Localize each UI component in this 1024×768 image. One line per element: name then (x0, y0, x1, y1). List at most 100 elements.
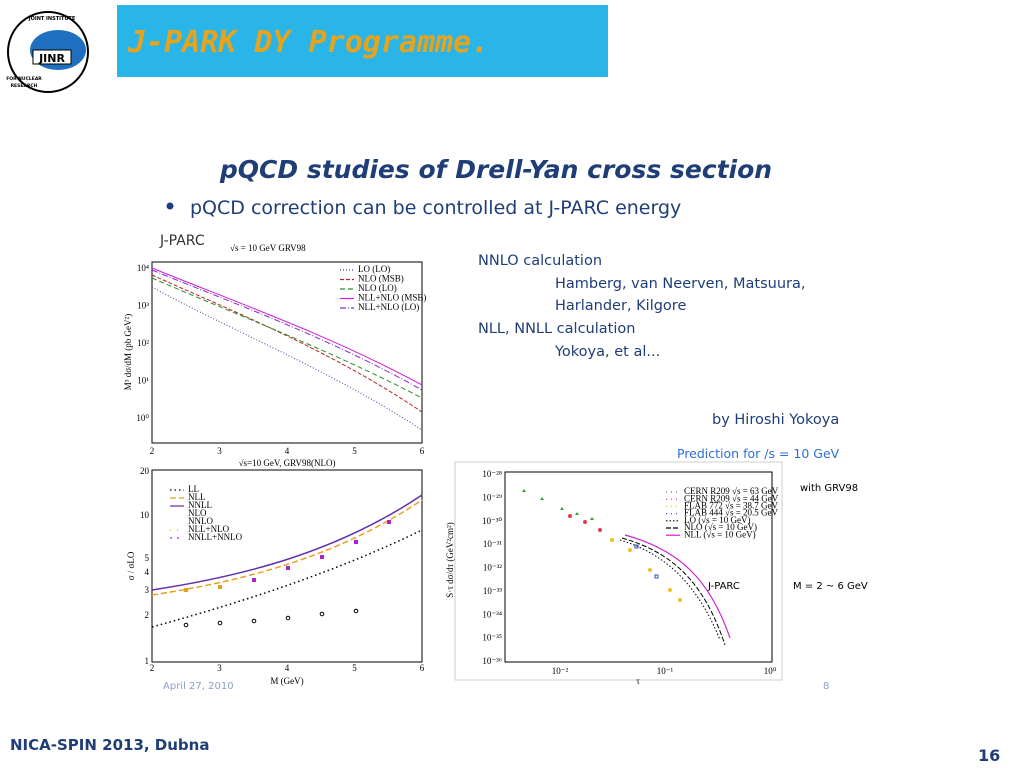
logo-text: FOR NUCLEAR (6, 76, 42, 82)
curve (151, 274, 423, 413)
legend-label: NNLL+NNLO (188, 532, 243, 542)
point (648, 568, 652, 572)
legend-label: NLL+NLO (LO) (358, 302, 419, 312)
note: Harlander, Kilgore (555, 298, 686, 314)
curve (151, 267, 423, 386)
x-tick-label: 10⁰ (764, 666, 777, 676)
point (251, 618, 257, 624)
conference: NICA-SPIN 2013, Dubna (10, 736, 209, 754)
y-tick-label: 10¹ (137, 376, 149, 386)
y-tick-label: 4 (145, 567, 150, 577)
x-tick-label: 2 (150, 663, 155, 673)
y-tick-label: 10² (137, 338, 149, 348)
y-tick-label: 10⁻³⁰ (482, 516, 502, 526)
legend-label: LL (188, 484, 199, 494)
points (183, 520, 391, 628)
x-tick-label: 3 (217, 446, 222, 456)
y-tick-label: 10⁻²⁸ (482, 469, 502, 479)
x-axis-label: M (GeV) (270, 676, 303, 686)
y-axis-label: M³ dσ/dM (pb GeV²) (123, 314, 133, 391)
point (598, 528, 602, 532)
legend-label: FLAB 772 √s = 38.7 GeV (684, 500, 779, 510)
y-axis-label: σ / σLO (126, 551, 136, 580)
pdf-label: with GRV98 (800, 483, 858, 494)
mass-range: M = 2 ~ 6 GeV (793, 581, 868, 592)
point (286, 566, 290, 570)
x-tick-label: 6 (420, 446, 425, 456)
point (252, 578, 256, 582)
point (583, 520, 587, 524)
curves (151, 494, 423, 628)
y-tick-label: 20 (140, 466, 150, 476)
legend-label: NLL+NLO (MSB) (358, 293, 426, 303)
x-tick-label: 4 (285, 663, 290, 673)
y-tick-label: 10⁻³² (483, 563, 502, 573)
bullet-dot (166, 202, 174, 210)
curve (151, 499, 423, 596)
y-tick-label: 10⁻³¹ (483, 539, 502, 549)
heading: pQCD studies of Drell-Yan cross section (219, 155, 772, 184)
point (218, 585, 222, 589)
point (628, 548, 632, 552)
x-tick-label: 3 (217, 663, 222, 673)
legend-label: LO (√s = 10 GeV) (684, 515, 751, 525)
point (320, 555, 324, 559)
x-axis-label: √s=10 GeV, GRV98(NLO) (239, 458, 336, 468)
point (285, 615, 291, 621)
legend-label: CERN R209 √s = 44 GeV (684, 493, 779, 503)
y-tick-label: 5 (145, 553, 150, 563)
legend-label: NLL (188, 492, 206, 502)
plot-panel (454, 461, 783, 681)
point (353, 608, 359, 614)
plot-frame (151, 261, 423, 444)
page-number-inner: 8 (823, 681, 829, 692)
point (610, 538, 614, 542)
title-box (117, 5, 608, 77)
curve (151, 269, 423, 391)
curve (151, 529, 423, 628)
x-tick-label: 5 (352, 446, 357, 456)
y-tick-label: 10³ (137, 301, 149, 311)
author: by Hiroshi Yokoya (712, 412, 839, 428)
point (183, 622, 189, 628)
y-tick-label: 10⁰ (136, 413, 149, 423)
logo-plate (32, 49, 72, 65)
jparc-label: J-PARC (707, 581, 740, 592)
y-axis-label: S·τ dσ/dτ (GeV²cm²) (445, 522, 455, 597)
note: NLL, NNLL calculation (478, 321, 635, 337)
points (522, 489, 682, 602)
y-tick-label: 10⁻³⁵ (482, 633, 502, 643)
point (184, 588, 188, 592)
plot-label: J-PARC (159, 233, 205, 249)
date: April 27, 2010 (163, 681, 234, 692)
curves (619, 534, 731, 646)
y-tick-label: 10⁻²⁹ (482, 492, 502, 502)
curve (621, 537, 726, 646)
y-tick-label: 10⁻³⁶ (482, 656, 502, 666)
page-number: 16 (978, 746, 1000, 765)
y-tick-label: 10⁻³³ (483, 586, 502, 596)
logo-text: JINR (38, 52, 65, 65)
y-tick-label: 10⁻³⁴ (482, 609, 502, 619)
bullet: pQCD correction can be controlled at J-P… (190, 197, 681, 219)
point (354, 540, 358, 544)
x-tick-label: 4 (285, 446, 290, 456)
point (654, 574, 659, 579)
y-tick-label: 2 (145, 610, 150, 620)
plot-frame (151, 469, 423, 663)
point (319, 611, 325, 617)
legend-label: NLO (188, 508, 207, 518)
legend-label: NLO (MSB) (358, 274, 404, 284)
point (678, 598, 682, 602)
legend-label: NLL (√s = 10 GeV) (684, 529, 756, 539)
legend-label: NNLL (188, 500, 212, 510)
point (387, 520, 391, 524)
x-axis-label: τ (636, 676, 640, 686)
legend-label: NLO (√s = 10 GeV) (684, 522, 757, 532)
y-tick-label: 10⁴ (137, 263, 149, 273)
point (568, 514, 572, 518)
note: NNLO calculation (478, 253, 602, 269)
y-tick-label: 1 (145, 656, 150, 666)
